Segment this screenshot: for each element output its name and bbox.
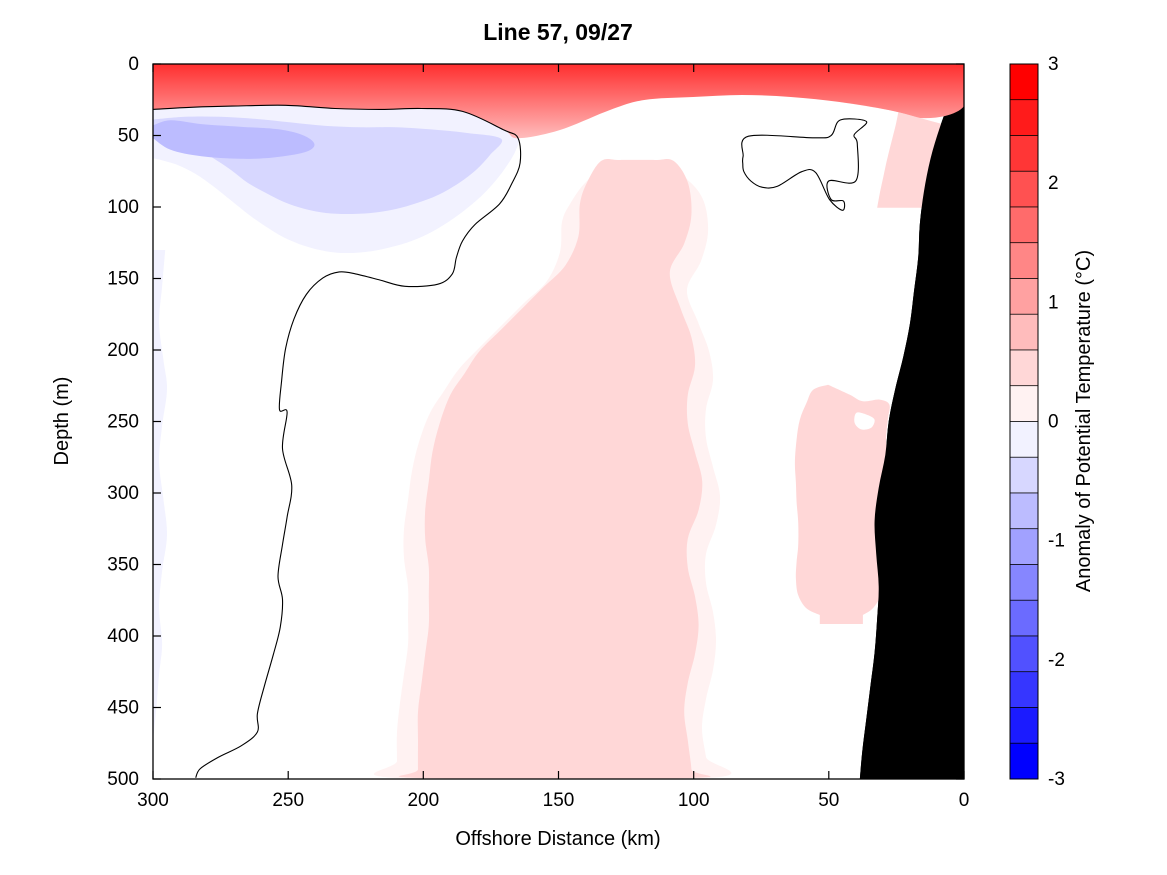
svg-text:Anomaly of Potential Temperatu: Anomaly of Potential Temperature (°C) — [1073, 250, 1095, 592]
svg-text:0: 0 — [959, 790, 970, 811]
svg-text:3: 3 — [1048, 54, 1059, 75]
svg-text:150: 150 — [543, 790, 575, 811]
svg-text:450: 450 — [107, 698, 139, 719]
svg-text:150: 150 — [107, 269, 139, 290]
svg-text:-1: -1 — [1048, 531, 1065, 552]
svg-text:350: 350 — [107, 555, 139, 576]
svg-text:400: 400 — [107, 626, 139, 647]
svg-text:1: 1 — [1048, 292, 1059, 313]
svg-text:50: 50 — [818, 790, 839, 811]
svg-text:50: 50 — [118, 126, 139, 147]
svg-text:300: 300 — [107, 483, 139, 504]
svg-text:250: 250 — [272, 790, 304, 811]
svg-text:200: 200 — [407, 790, 439, 811]
svg-text:2: 2 — [1048, 173, 1059, 194]
svg-text:250: 250 — [107, 412, 139, 433]
svg-text:Line 57, 09/27: Line 57, 09/27 — [483, 19, 633, 45]
svg-text:0: 0 — [128, 54, 139, 75]
svg-text:100: 100 — [678, 790, 710, 811]
svg-text:0: 0 — [1048, 412, 1059, 433]
svg-text:500: 500 — [107, 769, 139, 790]
svg-text:100: 100 — [107, 197, 139, 218]
svg-text:-3: -3 — [1048, 769, 1065, 790]
svg-text:200: 200 — [107, 340, 139, 361]
svg-text:-2: -2 — [1048, 650, 1065, 671]
svg-text:300: 300 — [137, 790, 169, 811]
svg-text:Depth (m): Depth (m) — [51, 377, 73, 466]
svg-text:Offshore Distance (km): Offshore Distance (km) — [455, 828, 660, 850]
